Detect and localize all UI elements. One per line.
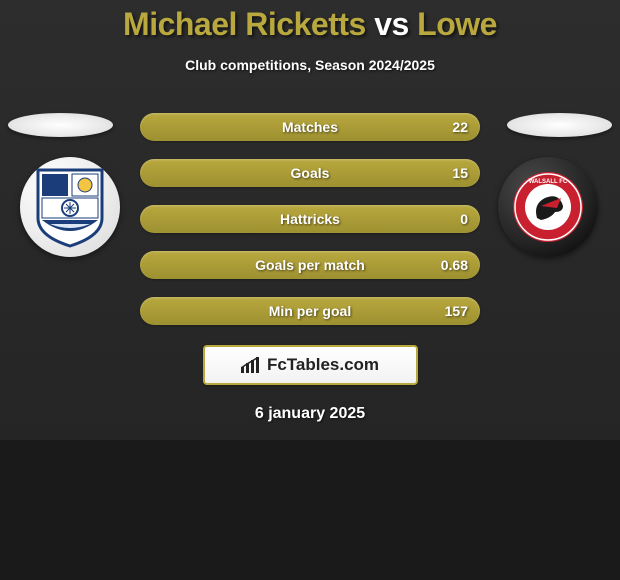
stat-label: Min per goal <box>140 303 480 319</box>
date-text: 6 january 2025 <box>0 405 620 423</box>
stat-bars: Matches 22 Goals 15 Hattricks 0 Goals pe… <box>140 113 480 325</box>
subtitle: Club competitions, Season 2024/2025 <box>0 57 620 73</box>
stats-card: Michael Ricketts vs Lowe Club competitio… <box>0 0 620 440</box>
stat-value: 15 <box>452 165 468 181</box>
right-club-badge: WALSALL FC <box>498 157 598 257</box>
stat-bar-min-per-goal: Min per goal 157 <box>140 297 480 325</box>
stat-bar-hattricks: Hattricks 0 <box>140 205 480 233</box>
right-platform-ellipse <box>507 113 612 137</box>
bar-chart-icon <box>241 357 261 373</box>
stat-value: 22 <box>452 119 468 135</box>
stat-bar-goals-per-match: Goals per match 0.68 <box>140 251 480 279</box>
left-platform-ellipse <box>8 113 113 137</box>
brand-box[interactable]: FcTables.com <box>203 345 418 385</box>
stat-bar-goals: Goals 15 <box>140 159 480 187</box>
stat-label: Goals per match <box>140 257 480 273</box>
vs-word: vs <box>374 6 409 42</box>
page-title: Michael Ricketts vs Lowe <box>0 0 620 43</box>
player-left-name: Michael Ricketts <box>123 6 366 42</box>
player-right-name: Lowe <box>417 6 497 42</box>
walsall-fc-crest-icon: WALSALL FC <box>511 170 585 244</box>
left-club-badge <box>20 157 120 257</box>
stat-label: Hattricks <box>140 211 480 227</box>
stat-label: Matches <box>140 119 480 135</box>
stat-value: 0.68 <box>441 257 468 273</box>
stat-label: Goals <box>140 165 480 181</box>
stat-bar-matches: Matches 22 <box>140 113 480 141</box>
main-area: WALSALL FC Matches 22 Goals 15 Hattricks… <box>0 113 620 423</box>
stat-value: 0 <box>460 211 468 227</box>
stat-value: 157 <box>445 303 468 319</box>
brand-text: FcTables.com <box>267 355 379 375</box>
tranmere-rovers-crest-icon <box>34 166 106 248</box>
svg-text:WALSALL FC: WALSALL FC <box>529 179 568 185</box>
